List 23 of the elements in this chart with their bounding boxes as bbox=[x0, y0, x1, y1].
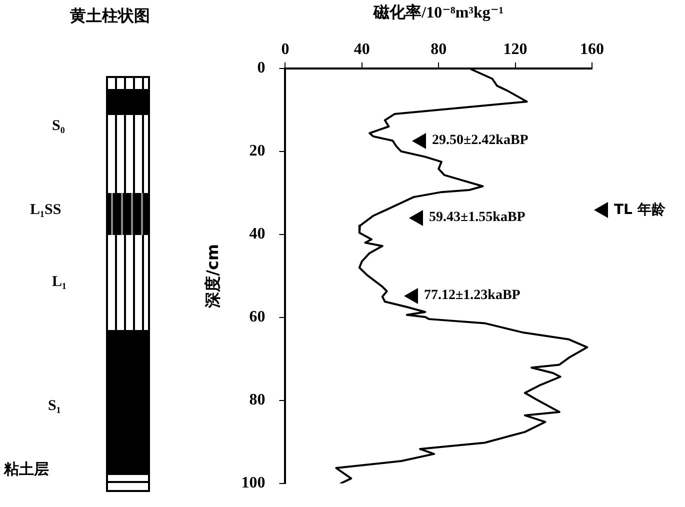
y-axis-title: 深度/cm bbox=[202, 244, 222, 309]
annotation: 29.50±2.42kaBP bbox=[432, 133, 528, 149]
text: 粘土层 bbox=[4, 460, 49, 479]
x-tick-label: 0 bbox=[281, 40, 290, 58]
annotation: 59.43±1.55kaBP bbox=[429, 210, 526, 226]
y-tick-label: 40 bbox=[249, 226, 266, 243]
x-axis-title: 磁化率/10⁻⁸m³kg⁻¹ bbox=[372, 2, 504, 22]
x-tick-label: 160 bbox=[580, 40, 604, 58]
x-tick-label: 80 bbox=[430, 40, 447, 58]
y-tick-label: 100 bbox=[241, 474, 266, 492]
text: L₁SS bbox=[30, 202, 62, 219]
x-tick-label: 120 bbox=[503, 40, 528, 58]
text: L₁ bbox=[52, 274, 67, 291]
annotation: 77.12±1.23kaBP bbox=[424, 288, 520, 304]
text: S₁ bbox=[48, 398, 61, 415]
y-tick-label: 0 bbox=[257, 60, 266, 77]
text: TL 年龄 bbox=[614, 201, 666, 219]
text: S₀ bbox=[52, 118, 65, 135]
y-tick-label: 80 bbox=[249, 392, 266, 409]
x-tick-label: 40 bbox=[354, 40, 370, 58]
text: 黄土柱状图 bbox=[70, 6, 150, 27]
y-tick-label: 20 bbox=[249, 142, 266, 160]
y-tick-label: 60 bbox=[249, 308, 266, 326]
